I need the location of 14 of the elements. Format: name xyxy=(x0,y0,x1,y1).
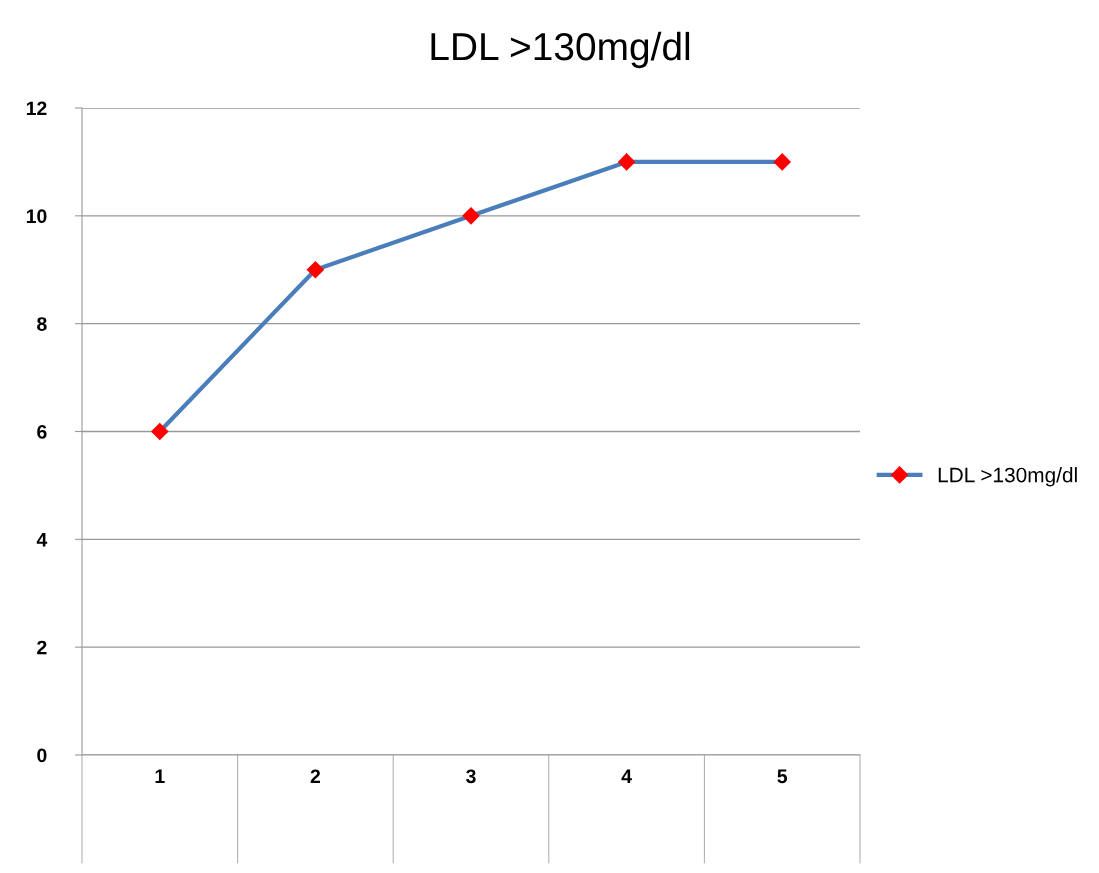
y-tick-label: 2 xyxy=(37,640,47,655)
y-tick-label: 12 xyxy=(26,101,47,116)
chart-title: LDL >130mg/dl xyxy=(431,31,690,69)
x-tick-label: 1 xyxy=(155,769,165,783)
legend-label: LDL >130mg/dl xyxy=(938,467,1077,487)
y-tick-label: 10 xyxy=(26,209,47,224)
y-tick-label: 6 xyxy=(37,424,47,439)
y-tick-label: 4 xyxy=(36,533,48,547)
x-tick-label: 4 xyxy=(621,769,632,783)
x-tick-label: 3 xyxy=(466,769,476,784)
x-tick-label: 2 xyxy=(310,769,321,783)
x-tick-label: 5 xyxy=(777,769,788,784)
y-tick-label: 0 xyxy=(37,748,47,763)
y-tick-label: 8 xyxy=(37,317,47,331)
